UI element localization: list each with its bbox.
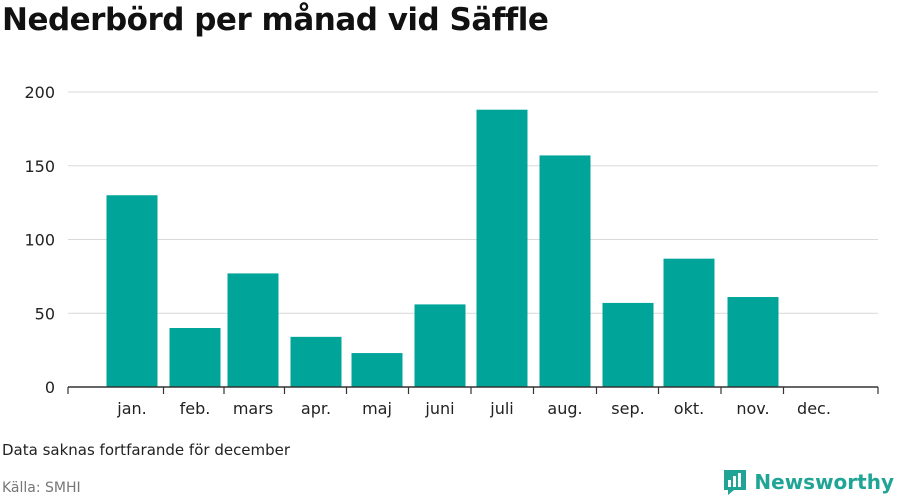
bars [106,109,779,387]
y-tick-labels: 0 50 100 150 200 [24,83,55,397]
x-tick-label: jan. [116,399,146,418]
y-tick-label: 200 [24,83,55,102]
x-tick-label: mars [233,399,273,418]
bar [227,273,279,387]
bar [351,353,403,387]
chart-title: Nederbörd per månad vid Säffle [2,2,549,38]
bar [602,302,654,387]
brand-logo: Newsworthy [722,468,894,496]
source-label: Källa: SMHI [2,480,81,496]
y-tick-label: 50 [35,304,55,323]
x-tick-label: feb. [180,399,211,418]
x-tick-label: maj [362,399,392,418]
bar [290,336,342,387]
bar [169,328,221,387]
x-tick-label: okt. [674,399,704,418]
brand-name: Newsworthy [754,470,894,494]
bar [414,304,466,387]
x-tick-label: apr. [301,399,331,418]
x-tick-label: dec. [797,399,831,418]
axes [67,386,879,394]
bar [476,109,528,387]
bar [663,258,715,387]
x-tick-label: sep. [611,399,644,418]
bar-chart: 0 50 100 150 200 jan. feb. mars apr. maj juni juli… [24,83,879,418]
y-tick-label: 100 [24,231,55,250]
data-note: Data saknas fortfarande för december [2,441,291,459]
x-tick-label: aug. [547,399,582,418]
y-tick-label: 0 [45,378,55,397]
bar [727,297,779,387]
bar [106,195,158,387]
y-tick-label: 150 [24,157,55,176]
bar [539,155,591,387]
gridlines [68,91,878,314]
x-tick-label: juni [424,399,454,418]
x-tick-label: nov. [736,399,769,418]
x-tick-labels: jan. feb. mars apr. maj juni juli aug. sep. okt. n… [116,399,831,418]
x-tick-label: juli [489,399,513,418]
bar-chart-logo-icon [724,470,747,495]
